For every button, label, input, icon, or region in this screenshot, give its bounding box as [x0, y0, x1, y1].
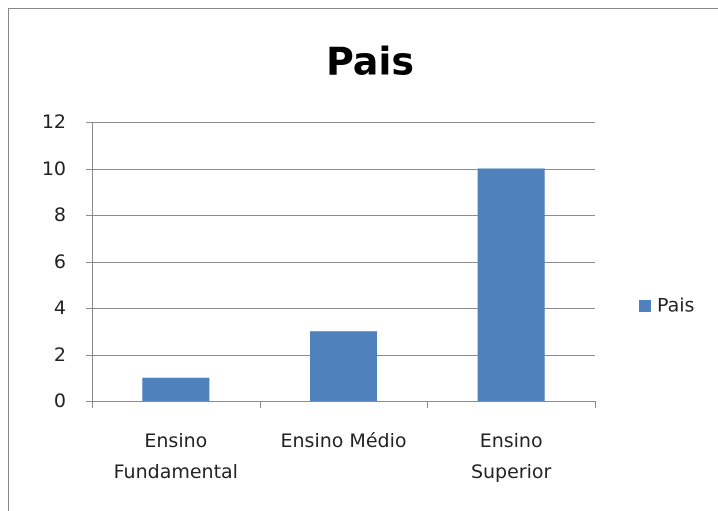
y-tick-label: 12: [42, 111, 66, 133]
y-tick-label: 0: [54, 390, 66, 412]
chart-title: Pais: [326, 40, 414, 84]
y-tick-label: 2: [54, 344, 66, 366]
y-tick-label: 8: [54, 204, 66, 226]
legend-swatch: [639, 300, 651, 312]
bar: [477, 168, 545, 401]
y-tick-label: 4: [54, 297, 66, 319]
bar: [309, 331, 378, 401]
x-tick-label: Ensino Médio: [280, 430, 407, 452]
bar: [142, 377, 210, 401]
y-tick-label: 6: [54, 251, 66, 273]
x-tick-label: Ensino Superior: [470, 430, 552, 483]
legend-label: Pais: [657, 295, 694, 317]
x-tick-label: Ensino Fundamental: [113, 430, 238, 483]
chart-frame: [8, 8, 718, 511]
y-tick-label: 10: [42, 158, 66, 180]
